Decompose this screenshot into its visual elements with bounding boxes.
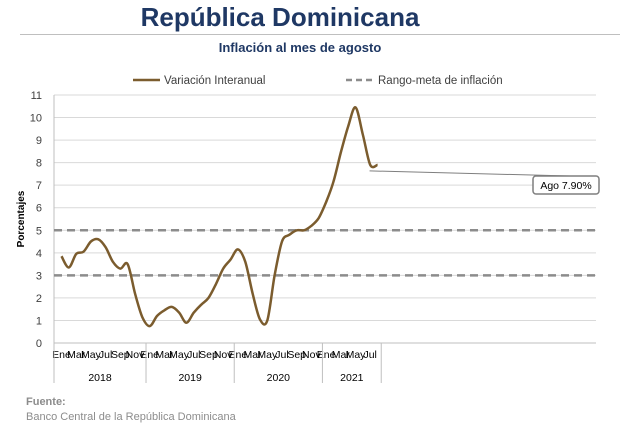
y-axis-label: Porcentajes — [16, 190, 27, 247]
x-tick-label: Nov — [214, 349, 233, 361]
legend-label-rango-meta: Rango-meta de inflación — [378, 75, 503, 87]
annotation-leader — [369, 170, 571, 177]
x-tick-label: May — [257, 349, 278, 361]
year-label: 2018 — [88, 372, 112, 384]
x-tick-label: Mar — [332, 349, 351, 361]
chart-subtitle: Inflación al mes de agosto — [218, 40, 382, 55]
year-label: 2021 — [340, 372, 364, 384]
x-tick-label: Jul — [187, 349, 200, 361]
y-tick-label: 0 — [36, 338, 42, 350]
x-tick-label: Ene — [140, 349, 159, 361]
source-label: Fuente: — [26, 396, 66, 408]
year-label: 2019 — [178, 372, 202, 384]
x-tick-label: Mar — [155, 349, 174, 361]
y-tick-label: 1 — [36, 315, 42, 327]
x-tick-label: Sep — [199, 349, 218, 361]
source-text: Banco Central de la República Dominicana — [26, 411, 236, 423]
x-tick-label: Ene — [52, 349, 71, 361]
x-tick-label: Nov — [302, 349, 321, 361]
y-tick-label: 5 — [36, 225, 42, 237]
x-tick-label: Mar — [67, 349, 86, 361]
y-tick-label: 2 — [36, 293, 42, 305]
x-tick-label: Ene — [317, 349, 336, 361]
x-tick-label: Jul — [99, 349, 112, 361]
annotation-box — [532, 175, 600, 195]
x-tick-label: Mar — [244, 349, 263, 361]
x-tick-label: May — [346, 349, 367, 361]
annotation-label: Ago 7.90% — [540, 180, 591, 192]
x-tick-label: Sep — [287, 349, 306, 361]
inflation-chart: 01234567891011PorcentajesEneMarMayJulSep… — [16, 75, 600, 384]
y-tick-label: 10 — [30, 113, 42, 125]
x-tick-label: May — [81, 349, 102, 361]
x-tick-label: May — [169, 349, 190, 361]
year-label: 2020 — [267, 372, 291, 384]
y-tick-label: 3 — [36, 270, 42, 282]
y-tick-label: 7 — [36, 180, 42, 192]
y-tick-label: 9 — [36, 135, 42, 147]
title-divider — [20, 34, 620, 35]
x-tick-label: Ene — [229, 349, 248, 361]
series-line-variacion-interanual — [60, 106, 379, 328]
x-tick-label: Jul — [363, 349, 376, 361]
legend-label-variacion-interanual: Variación Interanual — [164, 75, 265, 87]
y-tick-label: 6 — [36, 203, 42, 215]
x-tick-label: Sep — [111, 349, 130, 361]
y-tick-label: 8 — [36, 158, 42, 170]
page-title: República Dominicana — [140, 2, 420, 32]
y-tick-label: 11 — [31, 90, 42, 102]
y-tick-label: 4 — [36, 248, 42, 260]
x-tick-label: Nov — [126, 349, 145, 361]
x-tick-label: Jul — [275, 349, 288, 361]
